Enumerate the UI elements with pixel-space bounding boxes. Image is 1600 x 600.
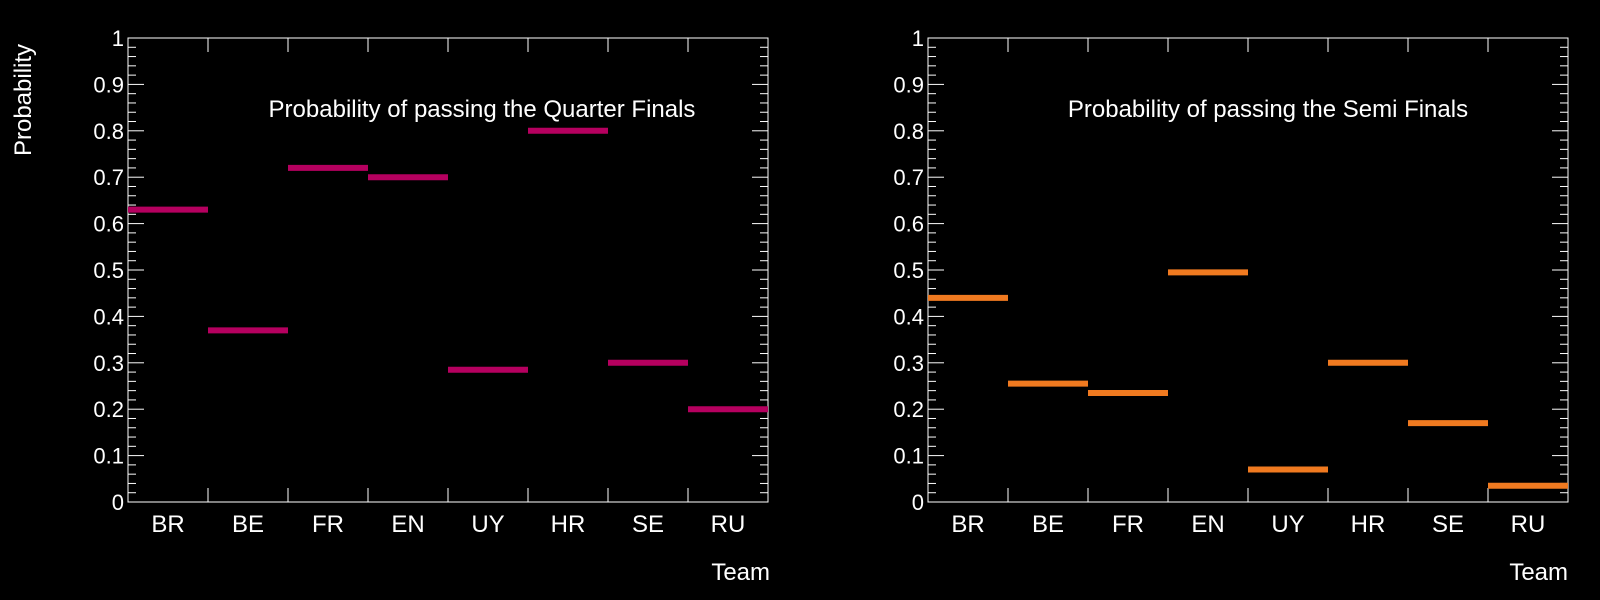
- x-tick-label-hr: HR: [551, 511, 586, 538]
- y-tick-label: 0: [912, 490, 924, 515]
- y-tick-label: 0.4: [93, 304, 124, 329]
- x-tick-label-ru: RU: [711, 511, 746, 538]
- y-tick-label: 0.9: [93, 72, 124, 97]
- x-axis-label: Team: [1509, 559, 1568, 586]
- y-tick-label: 0.5: [893, 258, 924, 283]
- y-tick-label: 0.8: [893, 119, 924, 144]
- y-tick-label: 0.3: [93, 351, 124, 376]
- y-tick-label: 0.3: [893, 351, 924, 376]
- x-tick-label-ru: RU: [1511, 511, 1546, 538]
- quarter-finals-chart: Probability Probability of passing the Q…: [10, 26, 770, 586]
- x-tick-label-br: BR: [151, 511, 184, 538]
- y-axis-label: Probability: [10, 44, 37, 156]
- chart-title: Probability of passing the Quarter Final…: [269, 96, 696, 123]
- y-tick-label: 0.6: [893, 212, 924, 237]
- x-tick-label-be: BE: [232, 511, 264, 538]
- x-tick-label-uy: UY: [1271, 511, 1304, 538]
- semi-finals-chart: Probability of passing the Semi Finals T…: [893, 26, 1569, 586]
- x-tick-label-se: SE: [1432, 511, 1464, 538]
- y-tick-label: 0.9: [893, 72, 924, 97]
- y-tick-label: 1: [912, 26, 924, 51]
- y-tick-label: 0.2: [893, 397, 924, 422]
- y-tick-label: 0.1: [893, 444, 924, 469]
- y-tick-label: 0: [112, 490, 124, 515]
- y-tick-label: 0.8: [93, 119, 124, 144]
- x-tick-label-en: EN: [1191, 511, 1224, 538]
- y-tick-label: 0.2: [93, 397, 124, 422]
- y-tick-label: 0.5: [93, 258, 124, 283]
- x-tick-label-be: BE: [1032, 511, 1064, 538]
- x-tick-label-br: BR: [951, 511, 984, 538]
- y-tick-label: 0.6: [93, 212, 124, 237]
- y-tick-label: 0.7: [893, 165, 924, 190]
- x-tick-label-fr: FR: [312, 511, 344, 538]
- x-axis-label: Team: [711, 559, 770, 586]
- y-tick-label: 1: [112, 26, 124, 51]
- x-tick-label-hr: HR: [1351, 511, 1386, 538]
- y-tick-label: 0.7: [93, 165, 124, 190]
- x-tick-label-en: EN: [391, 511, 424, 538]
- x-tick-label-se: SE: [632, 511, 664, 538]
- chart-title: Probability of passing the Semi Finals: [1068, 96, 1468, 123]
- y-tick-label: 0.1: [93, 444, 124, 469]
- x-tick-label-fr: FR: [1112, 511, 1144, 538]
- y-tick-label: 0.4: [893, 304, 924, 329]
- x-tick-label-uy: UY: [471, 511, 504, 538]
